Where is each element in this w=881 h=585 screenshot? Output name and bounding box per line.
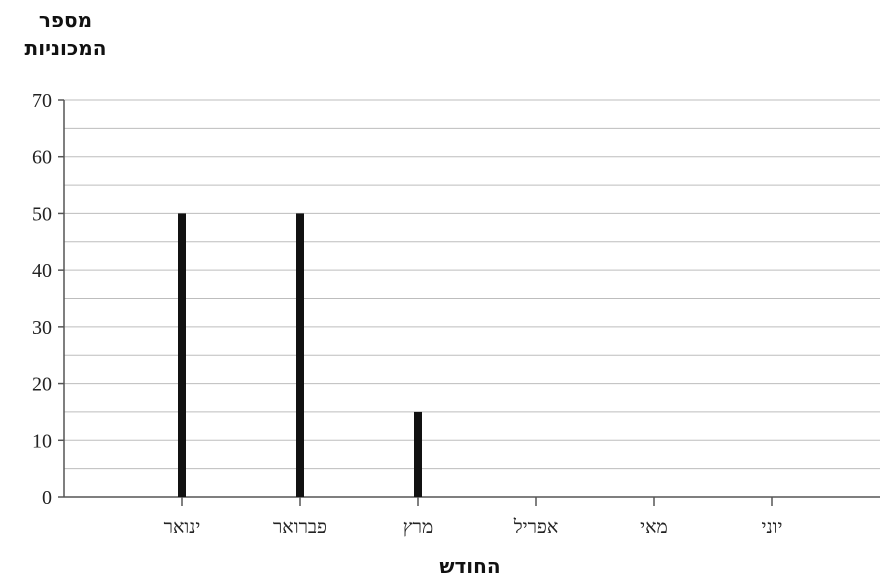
x-tick-label: ינואר <box>164 516 201 538</box>
x-tick-label: פברואר <box>273 516 327 538</box>
x-tick-label: מאי <box>640 516 668 538</box>
y-axis-label-line-2: המכוניות <box>24 36 107 60</box>
x-axis-label: החודש <box>439 554 501 578</box>
y-axis-label: מספר המכוניות <box>8 6 123 62</box>
bar <box>178 213 186 497</box>
y-tick-label: 10 <box>32 430 52 452</box>
y-tick-label: 60 <box>32 147 52 169</box>
x-tick-label: יוני <box>761 516 782 538</box>
y-tick-label: 40 <box>32 260 52 282</box>
bar <box>414 411 422 497</box>
x-tick-label: מרץ <box>403 516 434 538</box>
bar <box>296 213 304 497</box>
y-tick-label: 30 <box>32 317 52 339</box>
y-tick-label: 0 <box>42 487 52 509</box>
y-tick-label: 70 <box>32 90 52 112</box>
y-axis-label-line-1: מספר <box>38 8 93 32</box>
y-tick-label: 50 <box>32 203 52 225</box>
y-tick-label: 20 <box>32 374 52 396</box>
x-tick-label: אפריל <box>513 516 559 538</box>
